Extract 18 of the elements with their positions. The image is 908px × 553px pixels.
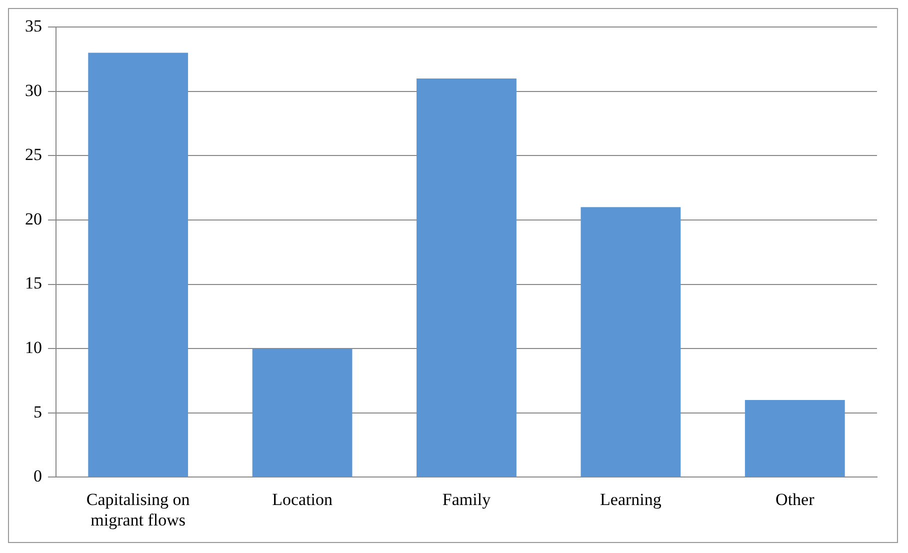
y-tick-label: 15 <box>25 274 42 293</box>
bar <box>744 400 845 477</box>
bar <box>416 78 516 477</box>
x-tick-label: Location <box>272 490 334 509</box>
y-tick-label: 25 <box>25 145 42 164</box>
bar <box>580 207 681 477</box>
x-tick-label: Capitalising on migrant flows <box>86 490 190 530</box>
y-tick-label: 0 <box>34 466 42 486</box>
y-tick-label: 35 <box>25 16 42 36</box>
x-tick-label: Family <box>442 490 492 509</box>
bar <box>252 348 352 477</box>
y-tick-label: 20 <box>25 209 42 228</box>
y-tick-label: 5 <box>34 402 42 422</box>
y-tick-label: 10 <box>25 338 42 358</box>
y-tick-label: 30 <box>25 80 42 100</box>
x-tick-label: Other <box>776 490 815 509</box>
bar <box>88 52 188 477</box>
x-tick-label: Learning <box>600 490 662 509</box>
